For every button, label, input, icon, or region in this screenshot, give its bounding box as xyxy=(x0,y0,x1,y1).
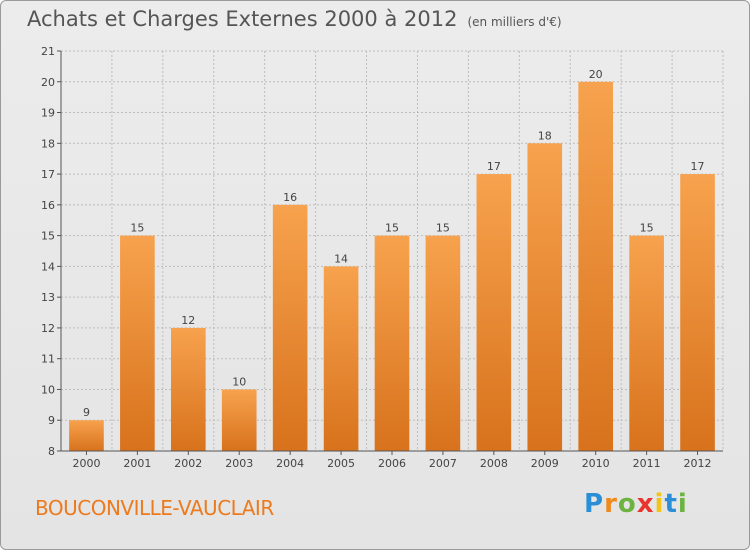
x-tick-label: 2004 xyxy=(276,457,304,470)
y-tick-label: 14 xyxy=(41,260,55,273)
location-label: BOUCONVILLE-VAUCLAIR xyxy=(35,496,274,520)
x-tick-label: 2012 xyxy=(684,457,712,470)
bar-2007 xyxy=(425,235,461,451)
value-label: 9 xyxy=(83,406,90,419)
y-tick-label: 19 xyxy=(41,107,55,120)
x-tick-label: 2010 xyxy=(582,457,610,470)
logo-letter: r xyxy=(604,489,618,519)
x-tick-label: 2011 xyxy=(633,457,661,470)
bar-2003 xyxy=(221,389,257,451)
x-tick-label: 2000 xyxy=(72,457,100,470)
bar-2011 xyxy=(629,235,664,451)
bar-2004 xyxy=(272,204,308,451)
bars: 9 15 12 10 16 14 15 15 17 18 20 15 17 xyxy=(69,68,715,452)
value-label: 12 xyxy=(181,314,195,327)
y-tick-label: 9 xyxy=(48,414,55,427)
chart-title: Achats et Charges Externes 2000 à 2012 (e… xyxy=(27,7,562,31)
bar-2010 xyxy=(578,81,614,452)
value-label: 17 xyxy=(691,160,705,173)
bar-2012 xyxy=(680,174,715,452)
logo-letter: t xyxy=(664,489,678,519)
bar-2000 xyxy=(69,420,104,451)
y-tick-label: 12 xyxy=(41,322,55,335)
x-tick-label: 2003 xyxy=(225,457,253,470)
bar-2001 xyxy=(120,235,155,451)
bar-2006 xyxy=(374,235,410,451)
logo-letter: x xyxy=(636,489,655,519)
x-tick-label: 2009 xyxy=(531,457,559,470)
bar-2005 xyxy=(323,266,359,451)
value-label: 17 xyxy=(487,160,501,173)
title-text: Achats et Charges Externes 2000 à 2012 xyxy=(27,7,458,31)
value-label: 10 xyxy=(232,375,246,388)
y-tick-label: 16 xyxy=(41,199,55,212)
value-label: 15 xyxy=(436,222,450,235)
y-tick-label: 21 xyxy=(41,45,55,58)
axes: 8 9 10 11 12 13 14 15 16 17 18 19 20 21 2000 2001 2002 20… xyxy=(41,45,723,470)
x-tick-label: 2006 xyxy=(378,457,406,470)
x-tick-label: 2001 xyxy=(123,457,151,470)
logo-letter: P xyxy=(584,489,605,519)
value-label: 15 xyxy=(130,222,144,235)
value-label: 16 xyxy=(283,191,297,204)
bar-2009 xyxy=(527,143,563,452)
y-tick-label: 13 xyxy=(41,291,55,304)
x-tick-label: 2008 xyxy=(480,457,508,470)
y-tick-label: 17 xyxy=(41,168,55,181)
logo-letter: o xyxy=(617,489,637,519)
x-tick-label: 2007 xyxy=(429,457,457,470)
value-label: 14 xyxy=(334,252,348,265)
value-label: 18 xyxy=(538,129,552,142)
logo-letter: i xyxy=(654,489,665,519)
bar-2008 xyxy=(476,174,512,452)
y-tick-label: 10 xyxy=(41,383,55,396)
y-tick-label: 20 xyxy=(41,76,55,89)
y-tick-label: 11 xyxy=(41,353,55,366)
value-label: 15 xyxy=(640,222,654,235)
chart-subtitle: (en milliers d'€) xyxy=(467,15,562,29)
x-tick-label: 2002 xyxy=(174,457,202,470)
bar-2002 xyxy=(170,327,206,451)
y-tick-label: 18 xyxy=(41,137,55,150)
y-tick-label: 8 xyxy=(48,445,55,458)
x-tick-label: 2005 xyxy=(327,457,355,470)
proxiti-logo[interactable]: Proxiti xyxy=(584,489,688,519)
value-label: 15 xyxy=(385,222,399,235)
logo-letter: i xyxy=(677,489,688,519)
y-tick-label: 15 xyxy=(41,230,55,243)
value-label: 20 xyxy=(589,68,603,81)
